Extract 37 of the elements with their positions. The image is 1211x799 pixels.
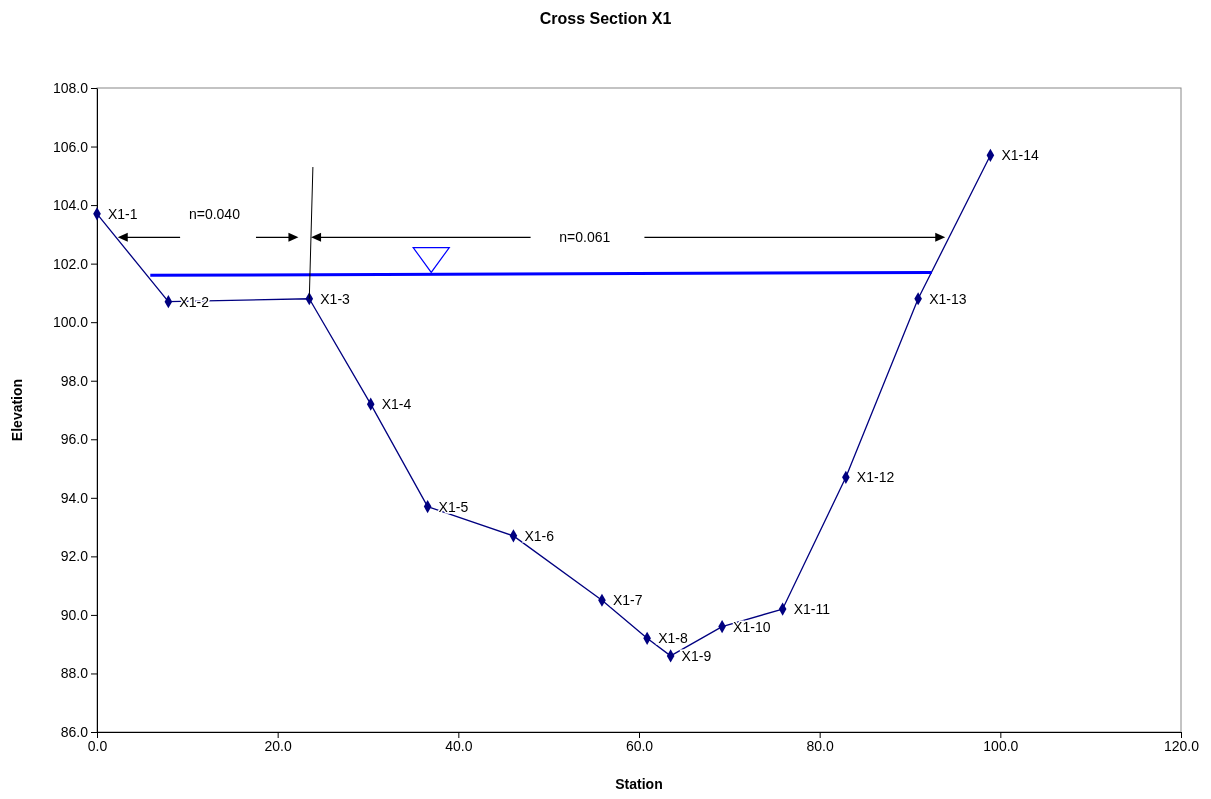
data-label: X1-6 [524,527,555,544]
data-label: X1-11 [793,601,831,618]
y-tick-label: 90.0 [60,606,89,623]
x-tick-label: 80.0 [806,737,834,754]
data-label: X1-9 [681,647,712,664]
y-tick-label: 88.0 [60,665,89,682]
x-tick-label: 40.0 [445,737,473,754]
data-label: X1-4 [381,396,412,413]
y-tick-label: 102.0 [52,255,89,272]
x-tick-label: 100.0 [983,737,1019,754]
data-label: X1-3 [320,290,351,307]
data-label: X1-8 [658,630,688,647]
y-tick-label: 86.0 [60,723,89,740]
y-tick-label: 94.0 [60,489,89,506]
data-label: X1-14 [1001,147,1039,164]
y-tick-label: 92.0 [60,548,89,565]
y-tick-label: 96.0 [60,431,89,448]
y-axis-title: Elevation [9,378,25,442]
x-tick-label: 20.0 [264,737,292,754]
data-label: X1-13 [929,290,967,307]
data-label: X1-5 [438,498,469,515]
x-tick-label: 120.0 [1163,737,1200,754]
y-tick-label: 106.0 [52,138,89,155]
y-tick-label: 104.0 [52,197,89,214]
annotation: n=0.061 [559,229,611,246]
data-label: X1-1 [108,205,138,222]
x-axis-title: Station [615,776,663,792]
y-tick-label: 100.0 [52,314,89,331]
x-tick-label: 0.0 [87,737,108,754]
data-label: X1-10 [733,618,771,635]
x-tick-label: 60.0 [625,737,654,754]
annotation: n=0.040 [188,205,241,222]
y-tick-label: 98.0 [60,372,89,389]
data-label: X1-7 [612,592,643,609]
y-tick-label: 108.0 [52,79,89,96]
data-label: X1-12 [856,469,895,486]
chart-title: Cross Section X1 [539,10,672,27]
